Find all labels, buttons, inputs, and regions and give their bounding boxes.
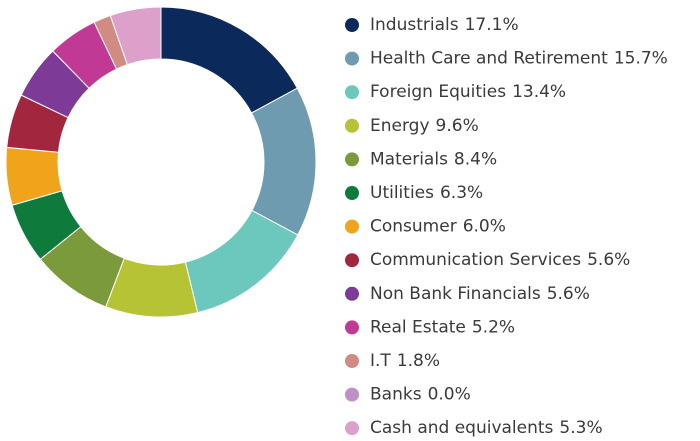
legend-value: 5.6% [587,250,630,270]
legend-value: 0.0% [428,385,471,405]
legend-value: 15.7% [614,49,668,69]
legend-swatch [345,118,359,133]
legend-label: Materials 8.4% [370,149,497,169]
legend-swatch [345,354,359,368]
legend-name: Industrials [370,15,459,35]
legend-swatch [345,421,359,436]
legend-label: Communication Services 5.6% [370,250,630,270]
legend-swatch [345,186,359,200]
donut-slice [184,209,299,314]
legend-name: Materials [370,149,448,169]
legend-value: 5.3% [559,418,602,438]
legend-label: Health Care and Retirement 15.7% [370,49,668,69]
legend-swatch [345,152,359,167]
legend-value: 6.3% [440,183,483,203]
legend-value: 17.1% [465,15,519,35]
legend-name: Non Bank Financials [370,284,541,304]
legend-value: 5.6% [547,284,590,304]
legend-value: 13.4% [512,82,566,102]
legend-name: Energy [370,116,430,136]
legend-value: 6.0% [463,217,506,237]
donut-slice [250,87,317,236]
legend-value: 1.8% [397,351,440,371]
legend-swatch [345,320,359,335]
legend-label: Non Bank Financials 5.6% [370,284,590,304]
legend-name: Foreign Equities [370,82,506,102]
legend-name: Communication Services [370,250,581,270]
legend-label: Banks 0.0% [370,385,471,405]
legend-label: Foreign Equities 13.4% [370,82,566,102]
legend-name: Utilities [370,183,434,203]
legend-label: Cash and equivalents 5.3% [370,418,603,438]
legend-label: Consumer 6.0% [370,217,506,237]
legend-label: Utilities 6.3% [370,183,483,203]
legend-swatch [345,219,359,234]
legend-value: 5.2% [472,317,515,337]
legend-name: Cash and equivalents [370,418,554,438]
legend-swatch [345,51,359,66]
legend-name: Consumer [370,217,457,237]
legend-label: Energy 9.6% [370,116,479,136]
legend-swatch [345,253,359,268]
legend-name: Banks [370,385,422,405]
legend-swatch [345,85,359,100]
legend-name: I.T [370,351,391,371]
legend-label: Industrials 17.1% [370,15,519,35]
legend-value: 9.6% [436,116,479,136]
legend-label: I.T 1.8% [370,351,440,371]
donut-slice [160,6,298,114]
legend-name: Real Estate [370,317,466,337]
legend-swatch [345,286,359,301]
legend-label: Real Estate 5.2% [370,317,515,337]
donut-slice [109,6,162,66]
legend-value: 8.4% [454,149,497,169]
legend-swatch [345,18,359,32]
legend-swatch [345,387,359,402]
legend-name: Health Care and Retirement [370,49,608,69]
